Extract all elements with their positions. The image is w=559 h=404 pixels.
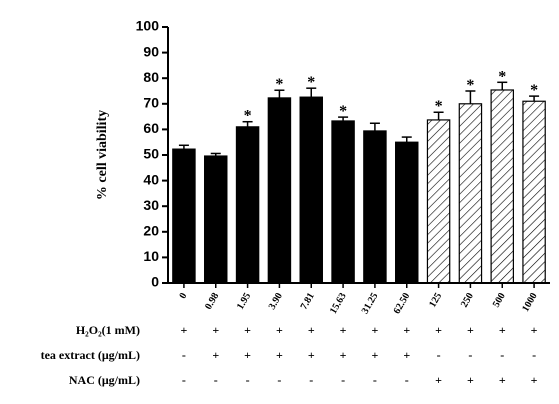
y-tick-label: 70 bbox=[143, 95, 159, 111]
x-tick-label: 15.63 bbox=[328, 291, 349, 316]
x-tick-label: 125 bbox=[427, 291, 444, 309]
treatment-sign: - bbox=[405, 373, 409, 387]
y-tick-label: 20 bbox=[143, 223, 159, 239]
significance-marker: * bbox=[530, 82, 538, 99]
treatment-sign: + bbox=[212, 323, 219, 337]
y-tick-label: 40 bbox=[143, 171, 159, 187]
treatment-sign: - bbox=[532, 348, 536, 362]
significance-marker: * bbox=[307, 74, 315, 91]
treatment-sign: + bbox=[371, 323, 378, 337]
treatment-sign: + bbox=[531, 323, 538, 337]
treatment-label: NAC (μg/mL) bbox=[69, 373, 140, 387]
treatment-sign: + bbox=[308, 348, 315, 362]
x-tick-label: 31.25 bbox=[360, 291, 381, 316]
y-axis-label: % cell viability bbox=[95, 110, 110, 200]
treatment-sign: - bbox=[246, 373, 250, 387]
significance-marker: * bbox=[498, 68, 506, 85]
y-tick-label: 60 bbox=[143, 120, 159, 136]
bar bbox=[331, 120, 355, 284]
treatment-sign: - bbox=[182, 348, 186, 362]
treatment-sign: + bbox=[435, 323, 442, 337]
treatment-sign: + bbox=[180, 323, 187, 337]
treatment-label: tea extract (μg/mL) bbox=[41, 348, 140, 362]
bar bbox=[235, 126, 260, 284]
bar bbox=[490, 89, 514, 284]
treatment-sign: + bbox=[340, 348, 347, 362]
treatment-sign: + bbox=[531, 373, 538, 387]
treatment-sign: + bbox=[276, 348, 283, 362]
significance-marker: * bbox=[339, 103, 347, 120]
treatment-sign: + bbox=[499, 323, 506, 337]
treatment-sign: - bbox=[309, 373, 313, 387]
treatment-sign: + bbox=[244, 348, 251, 362]
bar bbox=[426, 119, 451, 284]
treatment-sign: + bbox=[340, 323, 347, 337]
x-tick-label: 1000 bbox=[520, 291, 540, 314]
treatment-sign: + bbox=[308, 323, 315, 337]
x-tick-label: 7.81 bbox=[299, 291, 317, 312]
x-tick-label: 0 bbox=[177, 291, 189, 301]
treatment-sign: + bbox=[499, 373, 506, 387]
treatment-sign: - bbox=[182, 373, 186, 387]
y-tick-label: 80 bbox=[143, 69, 159, 85]
significance-marker: * bbox=[435, 98, 443, 115]
treatment-sign: - bbox=[341, 373, 345, 387]
x-tick-label: 1.95 bbox=[235, 291, 253, 312]
bar bbox=[458, 103, 483, 284]
treatment-sign: + bbox=[435, 373, 442, 387]
treatment-sign: - bbox=[373, 373, 377, 387]
bar bbox=[363, 130, 387, 284]
treatment-sign: + bbox=[371, 348, 378, 362]
significance-marker: * bbox=[244, 108, 252, 125]
treatment-sign: - bbox=[437, 348, 441, 362]
y-tick-label: 10 bbox=[143, 248, 159, 264]
bar bbox=[204, 155, 228, 284]
treatment-label: H₂O₂(1 mM) bbox=[76, 323, 140, 337]
y-tick-label: 100 bbox=[136, 18, 160, 34]
treatment-sign: - bbox=[500, 348, 504, 362]
bar bbox=[299, 96, 323, 284]
treatment-sign: + bbox=[467, 373, 474, 387]
x-tick-label: 500 bbox=[491, 291, 508, 309]
treatment-sign: - bbox=[468, 348, 472, 362]
y-tick-label: 0 bbox=[151, 274, 159, 290]
y-tick-label: 50 bbox=[143, 146, 159, 162]
treatment-sign: + bbox=[244, 323, 251, 337]
treatment-sign: + bbox=[403, 348, 410, 362]
treatment-sign: - bbox=[214, 373, 218, 387]
treatment-sign: + bbox=[467, 323, 474, 337]
x-tick-label: 3.90 bbox=[267, 291, 285, 312]
treatment-sign: - bbox=[277, 373, 281, 387]
bar bbox=[172, 148, 196, 284]
bar bbox=[267, 97, 292, 284]
x-tick-label: 250 bbox=[459, 291, 476, 309]
y-tick-label: 90 bbox=[143, 43, 159, 59]
x-tick-label: 0.98 bbox=[203, 291, 221, 312]
bar bbox=[522, 100, 546, 284]
treatment-sign: + bbox=[212, 348, 219, 362]
significance-marker: * bbox=[466, 77, 474, 94]
bar bbox=[395, 141, 419, 284]
treatment-sign: + bbox=[403, 323, 410, 337]
x-tick-label: 62.50 bbox=[392, 291, 413, 316]
significance-marker: * bbox=[275, 76, 283, 93]
y-tick-label: 30 bbox=[143, 197, 159, 213]
treatment-sign: + bbox=[276, 323, 283, 337]
